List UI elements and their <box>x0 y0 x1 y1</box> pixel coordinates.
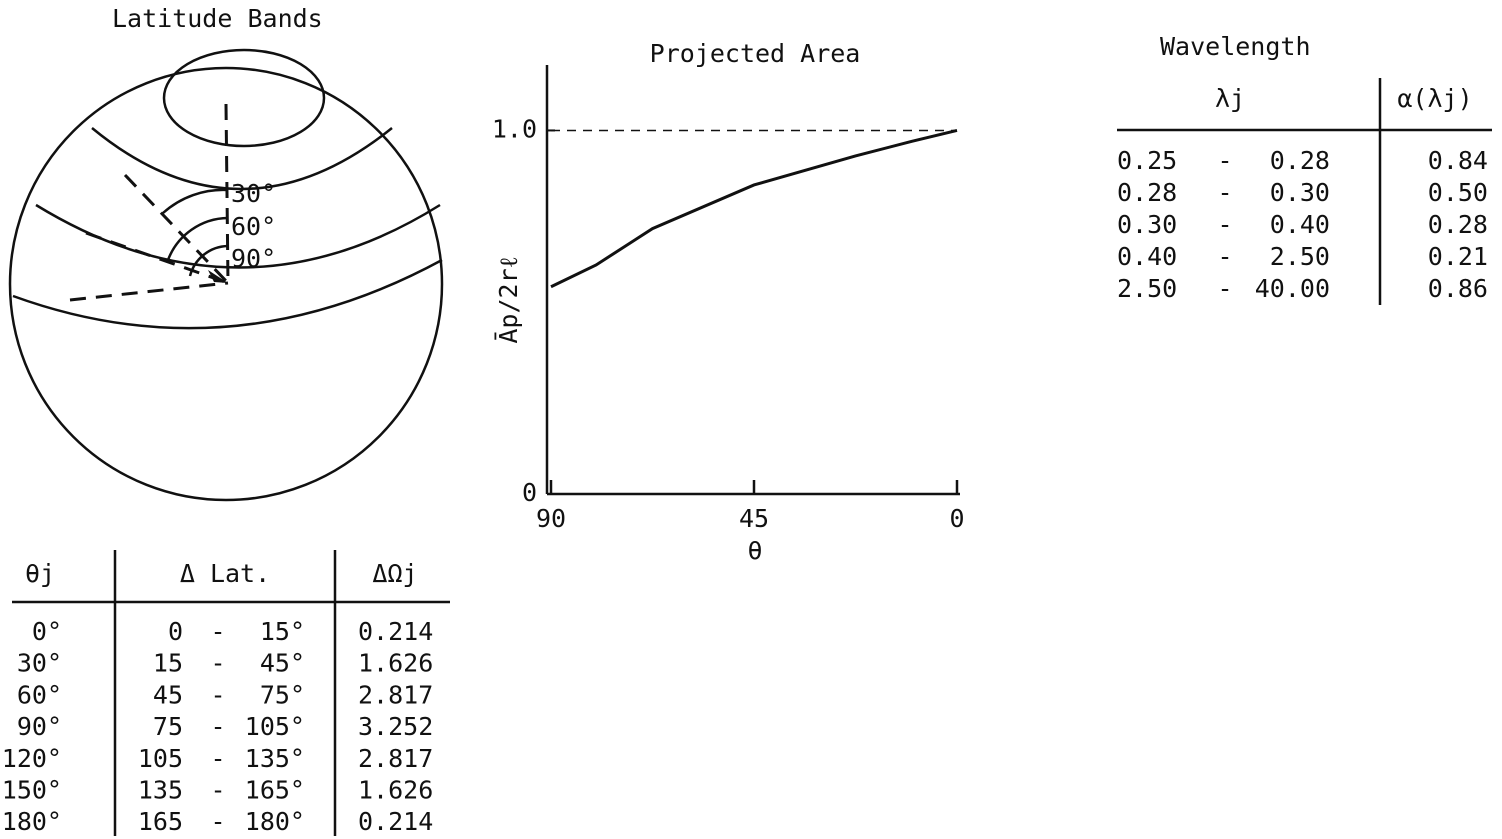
table-cell: 0.86 <box>1428 274 1488 303</box>
range-dash: - <box>1217 210 1232 239</box>
table-cell: 180° <box>2 807 62 836</box>
table-cell: 75 <box>153 712 183 741</box>
table-cell: 0.40 <box>1117 242 1177 271</box>
range-dash: - <box>210 617 225 646</box>
x-axis-label: θ <box>747 536 762 565</box>
angle-label: 90° <box>231 244 276 273</box>
table-cell: 0.21 <box>1428 242 1488 271</box>
table-cell: 2.817 <box>358 744 433 773</box>
table-header: Δ Lat. <box>180 559 270 588</box>
table-header: λj <box>1215 84 1245 113</box>
table-cell: 2.817 <box>358 680 433 709</box>
table-cell: 45 <box>153 680 183 709</box>
table-cell: 150° <box>2 776 62 805</box>
table-cell: 60° <box>17 680 62 709</box>
range-dash: - <box>1217 178 1232 207</box>
table-cell: 165 <box>138 807 183 836</box>
x-tick-label: 45 <box>739 504 769 533</box>
table-cell: 0.25 <box>1117 146 1177 175</box>
angle-label: 30° <box>231 179 276 208</box>
angle-arc <box>163 190 228 213</box>
y-axis-label: Āp/2rℓ <box>494 256 523 343</box>
table-cell: 0.28 <box>1428 210 1488 239</box>
x-tick-label: 0 <box>949 504 964 533</box>
diagram-title: Latitude Bands <box>112 4 323 33</box>
range-dash: - <box>210 776 225 805</box>
x-tick-label: 90 <box>536 504 566 533</box>
table-cell: 165° <box>245 776 305 805</box>
table-cell: 0° <box>32 617 62 646</box>
y-tick-label: 1.0 <box>492 114 537 143</box>
range-dash: - <box>210 744 225 773</box>
table-cell: 90° <box>17 712 62 741</box>
page: Latitude Bands30°60°90°Projected AreaθĀp… <box>0 0 1502 839</box>
range-dash: - <box>1217 274 1232 303</box>
table-cell: 0.214 <box>358 807 433 836</box>
table-cell: 15 <box>153 649 183 678</box>
range-dash: - <box>1217 242 1232 271</box>
dashed-ray <box>70 283 228 300</box>
table-cell: 105 <box>138 744 183 773</box>
table-cell: 75° <box>260 680 305 709</box>
angle-label: 60° <box>231 212 276 241</box>
table-cell: 1.626 <box>358 776 433 805</box>
table-cell: 0.50 <box>1428 178 1488 207</box>
table-cell: 135° <box>245 744 305 773</box>
latitude-band <box>164 50 324 146</box>
table-cell: 0.28 <box>1117 178 1177 207</box>
range-dash: - <box>1217 146 1232 175</box>
table-cell: 3.252 <box>358 712 433 741</box>
table-cell: 180° <box>245 807 305 836</box>
table-title: Wavelength <box>1160 32 1311 61</box>
range-dash: - <box>210 649 225 678</box>
sphere-diagram <box>10 50 442 500</box>
range-dash: - <box>210 807 225 836</box>
table-cell: 15° <box>260 617 305 646</box>
table-cell: 0.84 <box>1428 146 1488 175</box>
table-cell: 2.50 <box>1270 242 1330 271</box>
dashed-ray <box>226 104 228 283</box>
table-header: θj <box>25 559 55 588</box>
table-cell: 0 <box>168 617 183 646</box>
table-cell: 105° <box>245 712 305 741</box>
table-cell: 0.30 <box>1117 210 1177 239</box>
table-cell: 120° <box>2 744 62 773</box>
table-cell: 0.28 <box>1270 146 1330 175</box>
table-cell: 2.50 <box>1117 274 1177 303</box>
table-cell: 0.30 <box>1270 178 1330 207</box>
table-cell: 30° <box>17 649 62 678</box>
table-header: α(λj) <box>1397 84 1472 113</box>
range-dash: - <box>210 680 225 709</box>
table-cell: 0.214 <box>358 617 433 646</box>
y-tick-label: 0 <box>522 478 537 507</box>
table-cell: 1.626 <box>358 649 433 678</box>
chart-title: Projected Area <box>650 39 861 68</box>
table-cell: 40.00 <box>1255 274 1330 303</box>
table-cell: 135 <box>138 776 183 805</box>
table-header: ΔΩj <box>372 559 417 588</box>
range-dash: - <box>210 712 225 741</box>
table-cell: 0.40 <box>1270 210 1330 239</box>
data-line <box>551 130 957 286</box>
table-cell: 45° <box>260 649 305 678</box>
